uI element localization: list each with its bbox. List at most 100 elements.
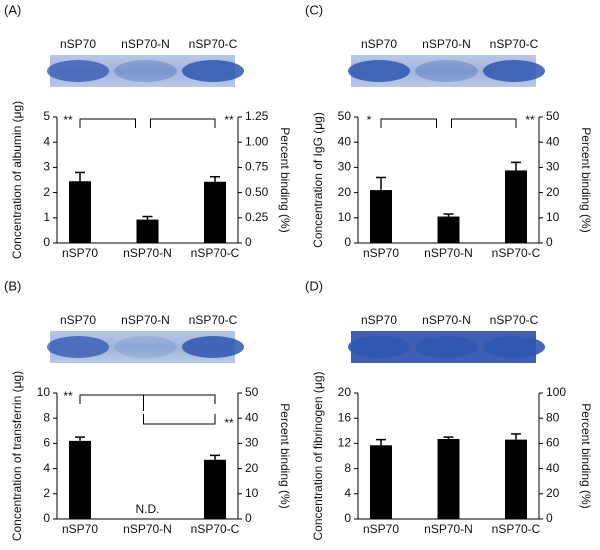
gel-band [483,336,545,358]
panel: (D) nSP70 nSP70-N nSP70-C 0 4 8 12 16 20 0 20 40 60 80… [305,278,593,540]
x-tick-label: nSP70-C [191,246,240,260]
gel-lane-label: nSP70-N [121,37,170,51]
y2-tick-label: 50 [546,109,560,123]
gel-lane-label: nSP70-C [490,37,539,51]
x-tick-label: nSP70-N [424,246,473,260]
panel: (B) nSP70 nSP70-N nSP70-C 0 2 4 6 8 10 0 10 20 30 40 50… [4,278,292,541]
x-tick-label: nSP70-N [123,246,172,260]
y2-tick-label: 0.25 [245,210,269,224]
bar [204,181,226,243]
y2-tick-label: 20 [546,185,560,199]
gel-band [47,60,109,82]
panel: (A) nSP70 nSP70-N nSP70-C 0 1 2 3 4 5 0 0.25 0.50 0.7… [4,2,292,260]
significance-bracket [79,118,136,128]
y2-tick-label: 20 [245,461,259,475]
y2-tick-label: 10 [546,210,560,224]
y-tick-label: 20 [338,185,352,199]
bar [505,170,527,243]
y2-tick-label: 30 [546,160,560,174]
y2-tick-label: 0.75 [245,160,269,174]
y-tick-label: 12 [338,436,352,450]
y-tick-label: 20 [338,385,352,399]
y-tick-label: 5 [43,109,50,123]
annotation: * [367,113,372,127]
gel-band [348,60,410,82]
y-axis-label: Concentration of fibrinogen (μg) [311,371,325,540]
y2-tick-label: 50 [245,385,259,399]
y2-tick-label: 0 [546,235,553,249]
y2-axis-label: Percent binding (%) [579,127,593,232]
bar [505,439,527,519]
gel-band [348,336,410,358]
y-tick-label: 6 [43,436,50,450]
gel-lane-label: nSP70-N [422,313,471,327]
y-tick-label: 4 [344,486,351,500]
bar [437,438,460,519]
panel-label: (A) [4,2,21,17]
y-tick-label: 3 [43,160,50,174]
y-tick-label: 0 [344,235,351,249]
y-tick-label: 50 [338,109,352,123]
y2-tick-label: 30 [245,436,259,450]
y-tick-label: 0 [43,235,50,249]
annotation: ** [224,416,234,430]
y2-axis-label: Percent binding (%) [278,127,292,232]
bar [69,440,91,519]
y2-tick-label: 0 [245,511,252,525]
annotation: N.D. [136,502,160,516]
y2-tick-label: 40 [245,410,259,424]
bar [370,445,392,519]
x-tick-label: nSP70-C [492,522,541,536]
gel-band [415,60,478,82]
y-tick-label: 40 [338,134,352,148]
y-tick-label: 0 [344,511,351,525]
bar [204,459,226,519]
y-tick-label: 1 [43,210,50,224]
gel-band [47,336,109,358]
bar [437,216,460,243]
y2-tick-label: 40 [546,461,560,475]
y2-tick-label: 1.00 [245,134,269,148]
y2-axis-label: Percent binding (%) [579,403,593,508]
x-tick-label: nSP70-N [424,522,473,536]
gel-band [182,336,244,358]
gel-lane-label: nSP70-C [189,37,238,51]
x-tick-label: nSP70 [62,522,98,536]
y2-tick-label: 10 [245,486,259,500]
x-tick-label: nSP70 [363,246,399,260]
significance-bracket [380,118,437,128]
x-tick-label: nSP70-C [191,522,240,536]
annotation: ** [525,113,535,127]
significance-bracket [79,394,216,411]
panel: (C) nSP70 nSP70-N nSP70-C 0 10 20 30 40 50 0 10 20 30… [305,2,593,260]
gel-lane-label: nSP70 [60,37,96,51]
y2-axis-label: Percent binding (%) [278,403,292,508]
y-tick-label: 4 [43,461,50,475]
panel-label: (B) [4,278,21,293]
annotation: ** [63,389,73,403]
gel-band [114,60,177,82]
y2-tick-label: 100 [546,385,566,399]
x-tick-label: nSP70 [363,522,399,536]
y-tick-label: 8 [344,461,351,475]
y2-tick-label: 0.50 [245,185,269,199]
y-axis-label: Concentration of IgG (μg) [311,112,325,248]
x-tick-label: nSP70-C [492,246,541,260]
significance-bracket [143,414,216,425]
y-tick-label: 8 [43,410,50,424]
y-tick-label: 0 [43,511,50,525]
bar [136,219,159,243]
y2-tick-label: 40 [546,134,560,148]
y-tick-label: 10 [37,385,51,399]
gel-lane-label: nSP70 [361,313,397,327]
y-axis-label: Concentration of albumin (μg) [10,101,24,259]
gel-band [483,60,545,82]
gel-lane-label: nSP70 [361,37,397,51]
bar [69,181,91,243]
gel-lane-label: nSP70-C [490,313,539,327]
y-tick-label: 10 [338,210,352,224]
y-tick-label: 30 [338,160,352,174]
y2-tick-label: 80 [546,410,560,424]
panel-label: (C) [305,2,323,17]
